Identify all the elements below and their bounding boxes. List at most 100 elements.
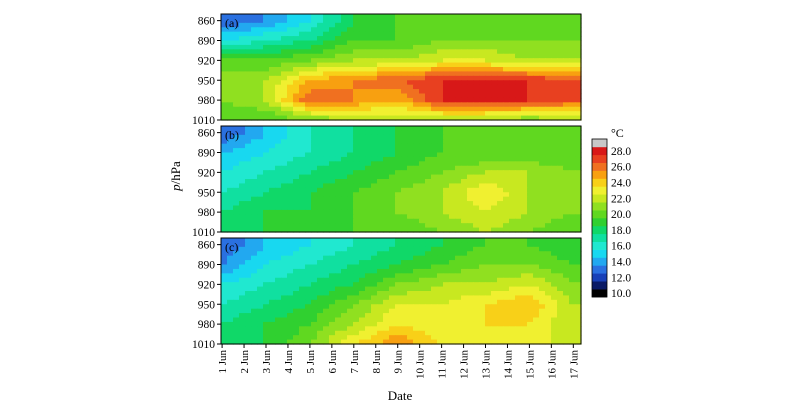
- heatmap-cell: [533, 22, 540, 28]
- heatmap-cell: [347, 330, 354, 336]
- heatmap-cell: [521, 44, 528, 50]
- heatmap-cell: [281, 58, 288, 64]
- heatmap-cell: [353, 242, 360, 248]
- heatmap-cell: [347, 273, 354, 279]
- heatmap-cell: [389, 192, 396, 198]
- heatmap-cell: [479, 282, 486, 288]
- heatmap-cell: [233, 165, 240, 171]
- heatmap-cell: [263, 44, 270, 50]
- heatmap-cell: [365, 205, 372, 211]
- heatmap-cell: [473, 161, 480, 167]
- heatmap-cell: [317, 170, 324, 176]
- heatmap-cell: [299, 205, 306, 211]
- heatmap-cell: [527, 139, 534, 145]
- heatmap-cell: [395, 75, 402, 81]
- heatmap-cell: [533, 80, 540, 86]
- heatmap-cell: [455, 130, 462, 136]
- heatmap-cell: [251, 242, 258, 248]
- heatmap-cell: [461, 31, 468, 37]
- heatmap-cell: [263, 18, 270, 24]
- heatmap-cell: [227, 192, 234, 198]
- heatmap-cell: [557, 260, 564, 266]
- colorbar-swatch: [592, 139, 607, 148]
- heatmap-cell: [527, 152, 534, 158]
- heatmap-cell: [449, 115, 456, 121]
- heatmap-cell: [395, 106, 402, 112]
- heatmap-cell: [551, 326, 558, 332]
- heatmap-cell: [467, 246, 474, 252]
- heatmap-cell: [359, 299, 366, 305]
- heatmap-cell: [389, 196, 396, 202]
- heatmap-cell: [503, 134, 510, 140]
- heatmap-cell: [485, 31, 492, 37]
- heatmap-cell: [515, 238, 522, 244]
- heatmap-cell: [491, 44, 498, 50]
- heatmap-cell: [383, 156, 390, 162]
- heatmap-cell: [305, 97, 312, 103]
- heatmap-cell: [353, 67, 360, 73]
- heatmap-cell: [359, 14, 366, 20]
- heatmap-cell: [227, 196, 234, 202]
- heatmap-cell: [509, 126, 516, 132]
- heatmap-cell: [413, 22, 420, 28]
- heatmap-cell: [407, 268, 414, 274]
- heatmap-cell: [563, 93, 570, 99]
- heatmap-cell: [473, 174, 480, 180]
- heatmap-cell: [233, 18, 240, 24]
- heatmap-cell: [479, 22, 486, 28]
- heatmap-cell: [329, 40, 336, 46]
- heatmap-cell: [305, 335, 312, 341]
- heatmap-cell: [389, 335, 396, 341]
- heatmap-cell: [305, 192, 312, 198]
- heatmap-cell: [539, 170, 546, 176]
- heatmap-cell: [287, 143, 294, 149]
- heatmap-cell: [503, 161, 510, 167]
- heatmap-cell: [563, 246, 570, 252]
- heatmap-cell: [359, 134, 366, 140]
- heatmap-cell: [575, 214, 582, 220]
- heatmap-cell: [263, 134, 270, 140]
- heatmap-cell: [263, 143, 270, 149]
- heatmap-cell: [533, 115, 540, 121]
- heatmap-cell: [521, 286, 528, 292]
- heatmap-cell: [377, 165, 384, 171]
- heatmap-cell: [449, 205, 456, 211]
- y-axis-title-symbol: p: [168, 184, 183, 192]
- heatmap-cell: [263, 93, 270, 99]
- heatmap-cell: [563, 273, 570, 279]
- heatmap-cell: [239, 268, 246, 274]
- heatmap-cell: [449, 143, 456, 149]
- heatmap-cell: [317, 205, 324, 211]
- heatmap-cell: [545, 97, 552, 103]
- heatmap-cell: [389, 49, 396, 55]
- heatmap-cell: [347, 201, 354, 207]
- heatmap-cell: [461, 84, 468, 90]
- heatmap-cell: [293, 130, 300, 136]
- heatmap-cell: [329, 75, 336, 81]
- heatmap-cell: [461, 18, 468, 24]
- heatmap-cell: [431, 93, 438, 99]
- heatmap-cell: [341, 209, 348, 215]
- heatmap-cell: [329, 165, 336, 171]
- heatmap-cell: [371, 286, 378, 292]
- heatmap-cell: [557, 286, 564, 292]
- heatmap-cell: [431, 75, 438, 81]
- heatmap-cell: [281, 84, 288, 90]
- heatmap-cell: [551, 111, 558, 117]
- heatmap-cell: [431, 308, 438, 314]
- heatmap-cell: [521, 161, 528, 167]
- heatmap-cell: [455, 313, 462, 319]
- heatmap-cell: [227, 130, 234, 136]
- heatmap-cell: [329, 183, 336, 189]
- heatmap-cell: [281, 80, 288, 86]
- heatmap-cell: [455, 339, 462, 345]
- heatmap-cell: [359, 313, 366, 319]
- x-axis: 1 Jun 2 Jun 3 Jun 4 Jun 5 Jun 6 Jun 7 Jun 8 Jun…: [217, 344, 580, 379]
- heatmap-cell: [533, 84, 540, 90]
- heatmap-cell: [497, 170, 504, 176]
- heatmap-cell: [575, 174, 582, 180]
- heatmap-cell: [539, 308, 546, 314]
- heatmap-cell: [521, 75, 528, 81]
- heatmap-cell: [569, 273, 576, 279]
- heatmap-cell: [383, 299, 390, 305]
